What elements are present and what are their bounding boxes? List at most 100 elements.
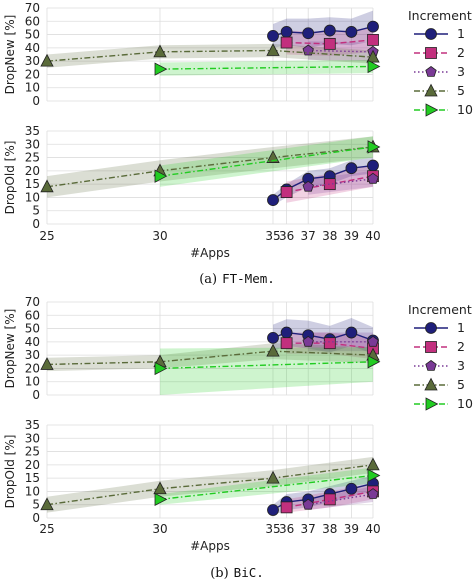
y-tick-label: 50 [25, 322, 40, 336]
caption-prefix: (a) [199, 272, 217, 287]
legend-label: 3 [457, 64, 465, 79]
y-tick-label: 20 [25, 361, 40, 375]
series-1-point [323, 24, 336, 37]
series-2-point [323, 493, 336, 506]
legend-item-2: 2 [414, 45, 465, 60]
series-1-point [345, 162, 358, 175]
series-10-point [154, 361, 168, 376]
series-5-line [46, 146, 374, 188]
series-10-point [367, 468, 381, 483]
series-2-point [280, 186, 293, 199]
series-5-line [46, 464, 374, 506]
y-tick-label: 25 [25, 151, 40, 165]
series-5-point [40, 179, 54, 193]
x-tick-label: 25 [39, 229, 54, 243]
series-5-point [366, 457, 380, 471]
legend-item-3: 3 [414, 358, 465, 373]
series-2-point [280, 501, 293, 514]
x-tick-label: 25 [39, 522, 54, 536]
series-1-point [267, 504, 279, 516]
series-5-line [46, 49, 374, 62]
series-2 [280, 33, 379, 50]
series-2-line [286, 175, 374, 193]
series-3-point [302, 498, 314, 510]
legend-item-1: 1 [414, 26, 465, 41]
series-1-point [345, 326, 358, 339]
y-tick-label: 0 [32, 217, 40, 231]
y-tick-label: 20 [25, 458, 40, 472]
y-tick-label: 0 [32, 511, 40, 525]
x-tick-label: 30 [152, 522, 167, 536]
series-10-band [160, 467, 373, 505]
legend-title: Increment [408, 8, 472, 23]
series-10-point [154, 492, 168, 507]
series-5 [40, 457, 380, 511]
series-10 [154, 140, 381, 183]
series-10-band [160, 347, 373, 395]
x-tick-label: 37 [301, 522, 316, 536]
series-10 [154, 468, 381, 507]
series-2-point [323, 37, 336, 50]
x-tick-label: 35 [265, 522, 280, 536]
series-1-point [302, 27, 315, 40]
series-1-point [280, 326, 293, 339]
series-5-point [40, 497, 54, 511]
y-tick-label: 25 [25, 445, 40, 459]
legend-title: Increment [408, 302, 472, 317]
y-tick-label: 35 [25, 418, 40, 432]
y-tick-label: 0 [32, 94, 40, 108]
series-5-point [366, 49, 380, 63]
series-3-point [367, 488, 379, 499]
series-3 [302, 335, 379, 347]
series-2-line [286, 490, 374, 509]
x-tick-label: 39 [344, 229, 359, 243]
series-5-point [153, 44, 167, 58]
series-2-point [323, 337, 336, 350]
legend-marker [425, 28, 437, 40]
series-1-point [345, 26, 358, 38]
series-2-point [280, 337, 293, 350]
y-axis-label: DropOld [%] [3, 141, 17, 215]
legend-item-5: 5 [414, 377, 465, 392]
y-axis-label: DropNew [%] [3, 15, 17, 95]
legend: Increment 1 2 3 5 10 [408, 8, 473, 117]
series-10-point [154, 169, 168, 183]
legend-item-1: 1 [414, 320, 465, 335]
series-1 [267, 20, 379, 42]
x-tick-label: 35 [265, 229, 280, 243]
series-1-point [280, 26, 293, 38]
y-tick-label: 10 [25, 484, 40, 498]
legend-item-2: 2 [414, 339, 465, 354]
series-3 [302, 172, 379, 192]
x-tick-label: 36 [279, 229, 294, 243]
y-tick-label: 5 [32, 498, 40, 512]
y-tick-label: 50 [25, 28, 40, 42]
series-1-point [345, 482, 358, 495]
series-5-band [47, 136, 373, 198]
series-5-point [40, 357, 54, 370]
series-10-band [160, 136, 373, 187]
y-tick-label: 10 [25, 81, 40, 95]
x-tick-label: 37 [301, 229, 316, 243]
series-3-point [302, 335, 314, 347]
series-5-point [40, 53, 54, 67]
legend-label: 2 [457, 339, 465, 354]
series-10-line [159, 474, 374, 501]
y-tick-label: 0 [32, 388, 40, 402]
series-2-point [323, 178, 336, 191]
legend-label: 10 [457, 102, 473, 117]
y-tick-label: 20 [25, 67, 40, 81]
x-tick-label: 40 [365, 229, 380, 243]
legend-item-10: 10 [414, 102, 473, 117]
legend-item-10: 10 [414, 396, 473, 411]
series-2-point [367, 33, 379, 46]
x-tick-label: 30 [152, 229, 167, 243]
series-5-band [47, 43, 373, 68]
y-tick-label: 20 [25, 164, 40, 178]
y-tick-label: 30 [25, 54, 40, 68]
x-tick-label: 38 [322, 229, 337, 243]
